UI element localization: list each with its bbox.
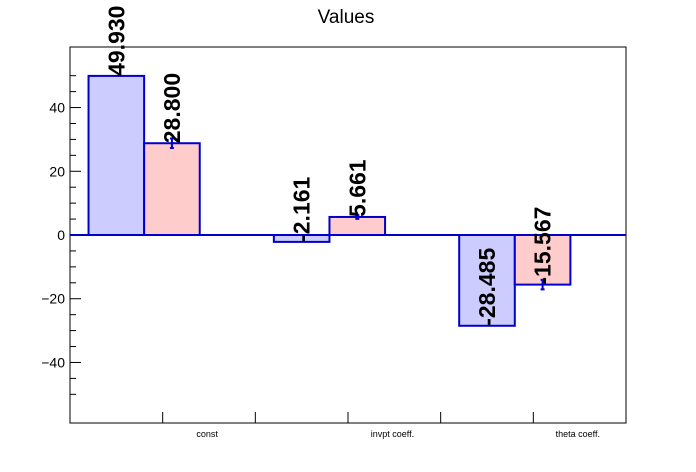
y-tick-label: 20 xyxy=(49,163,65,179)
y-tick-label: −40 xyxy=(41,354,65,370)
chart-title: Values xyxy=(318,7,375,28)
y-axis: −40 −20 0 20 40 xyxy=(41,75,81,395)
y-tick-label: 40 xyxy=(49,100,65,116)
bars-group xyxy=(87,74,572,327)
data-label: -2.161 xyxy=(289,176,315,241)
y-tick-label: −20 xyxy=(41,291,65,307)
data-label: 28.800 xyxy=(159,73,185,143)
x-tick-label: const xyxy=(196,429,218,439)
data-label: 49.930 xyxy=(103,6,129,76)
data-labels-group: 49.930 -2.161 -28.485 28.800 5.661 -15.567 xyxy=(103,6,555,326)
data-label: -15.567 xyxy=(530,207,556,285)
bar-series1-2 xyxy=(458,234,516,327)
data-label: -28.485 xyxy=(474,248,500,326)
x-axis: const invpt coeff. theta coeff. xyxy=(162,412,600,439)
x-tick-label: invpt coeff. xyxy=(371,429,414,439)
data-label: 5.661 xyxy=(344,159,370,217)
x-tick-label: theta coeff. xyxy=(556,429,600,439)
bar-series2-0 xyxy=(143,142,201,237)
error-bars-group xyxy=(169,137,545,291)
bar-series1-0 xyxy=(87,74,146,236)
y-tick-label: 0 xyxy=(57,227,65,243)
